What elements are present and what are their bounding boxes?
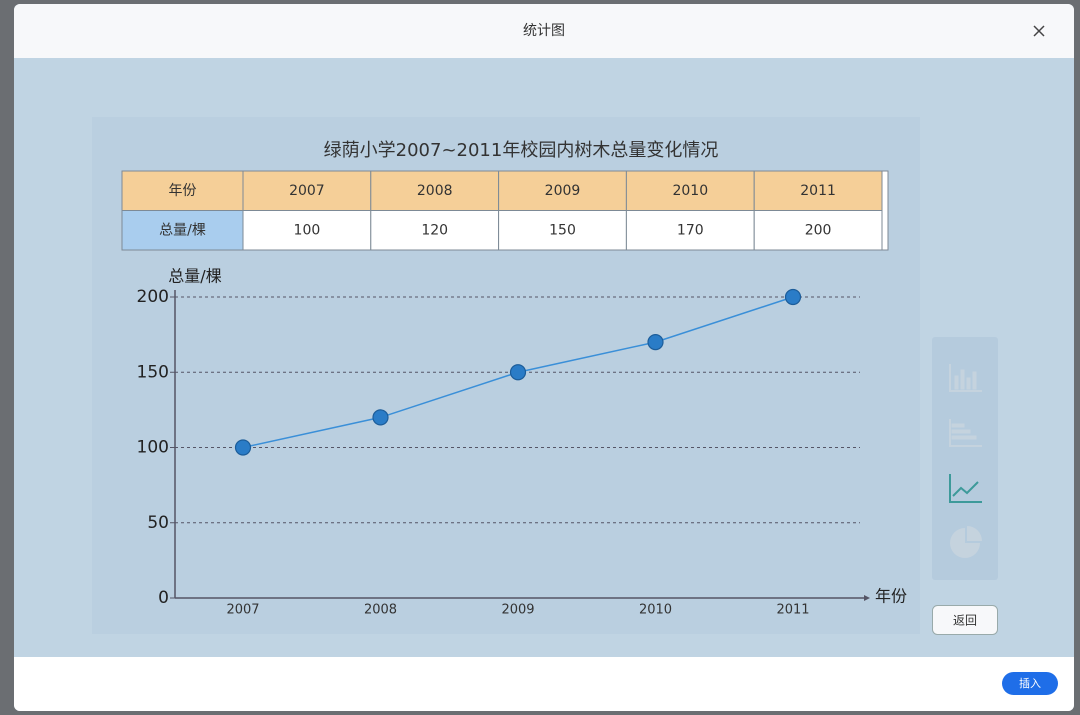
table-cell-text: 150 [549,223,576,239]
table-cell-text: 2011 [800,183,836,199]
table-cell [753,170,883,211]
table-cell [121,170,244,211]
table-cell-text: 总量/棵 [159,223,206,239]
bar-chart-icon[interactable] [949,364,982,392]
data-point [509,364,527,381]
table-cell [370,210,500,251]
data-point [372,409,389,426]
y-tick-label: 0 [158,588,169,608]
data-point [784,288,802,306]
insert-button-label: 插入 [1019,676,1041,690]
table-cell [753,210,883,251]
table-cell-text: 年份 [169,183,197,199]
x-tick-label: 2009 [501,603,534,618]
table-cell [242,170,372,211]
horizontal-bar-icon[interactable] [949,419,982,447]
dialog-header [14,4,1074,58]
y-tick-label: 150 [137,362,169,382]
y-axis-label: 总量/棵 [168,267,221,286]
table-cell-text: 2010 [672,183,708,199]
x-axis-label: 年份 [875,587,907,606]
table-cell [498,170,627,211]
chart-title: 绿荫小学2007~2011年校园内树木总量变化情况 [324,140,719,161]
x-tick-label: 2010 [639,603,672,618]
table-cell [242,210,372,251]
x-tick-label: 2008 [364,603,397,618]
table-cell-text: 2008 [417,183,453,199]
y-tick-label: 50 [147,513,169,533]
back-button-label: 返回 [953,614,977,628]
table-cell-text: 2007 [289,183,325,199]
table-cell [498,210,627,251]
table-cell [121,210,244,251]
table-cell-text: 120 [421,223,448,239]
chart-type-panel [932,337,998,580]
x-tick-label: 2007 [226,603,259,618]
table-cell-text: 170 [677,223,704,239]
insert-button[interactable] [1002,672,1058,695]
table-cell [625,170,755,211]
y-tick-label: 100 [137,438,169,458]
table-cell [370,170,500,211]
dialog-footer [14,657,1074,711]
line-chart-icon[interactable] [949,474,982,503]
data-point [234,439,252,456]
y-tick-label: 200 [137,287,169,307]
pie-chart-icon[interactable] [950,526,982,558]
table-cell [625,210,755,251]
table-cell-text: 2009 [545,183,581,199]
table-cell-text: 100 [294,223,321,239]
back-button[interactable] [932,605,998,635]
close-button[interactable] [1033,25,1045,37]
x-tick-label: 2011 [776,603,809,618]
table-cell-text: 200 [805,223,832,239]
x-axis-arrow [864,595,870,601]
dialog-title: 统计图 [523,23,565,39]
data-point [647,334,664,351]
